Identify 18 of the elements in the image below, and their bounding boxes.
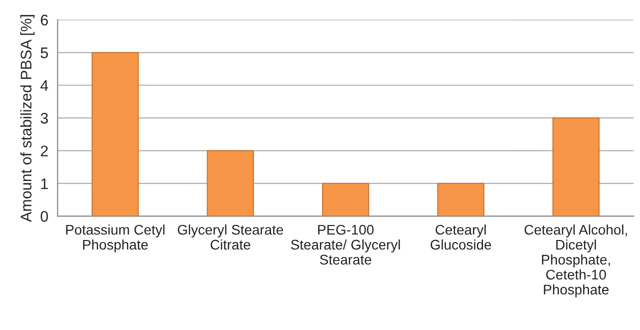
y-tick-label: 2 — [40, 146, 48, 156]
bar — [322, 182, 370, 216]
bar — [92, 52, 139, 216]
bar — [206, 150, 254, 216]
x-tick-label: Glyceryl Stearate Citrate — [178, 224, 284, 250]
y-tick-label: 6 — [40, 14, 48, 26]
y-tick-label: 0 — [40, 211, 48, 222]
y-tick-label: 3 — [40, 112, 48, 124]
y-tick-label: 5 — [40, 48, 48, 58]
x-tick-label: PEG-100 Stearate/ Glyceryl Stearate — [291, 224, 400, 265]
x-tick-label: Cetearyl Alcohol, Dicetyl Phosphate, Ceteth-10 Phosphate — [524, 224, 627, 298]
bar — [437, 182, 484, 216]
y-tick-label: 1 — [41, 178, 48, 189]
bar — [552, 117, 600, 216]
y-tick-label: 4 — [40, 80, 48, 91]
y-axis-title: Amount of stabilized PBSA [%] — [20, 15, 35, 222]
x-tick-label: Potassium Cetyl Phosphate — [66, 224, 164, 252]
x-tick-label: Cetearyl Glucoside — [430, 224, 492, 250]
